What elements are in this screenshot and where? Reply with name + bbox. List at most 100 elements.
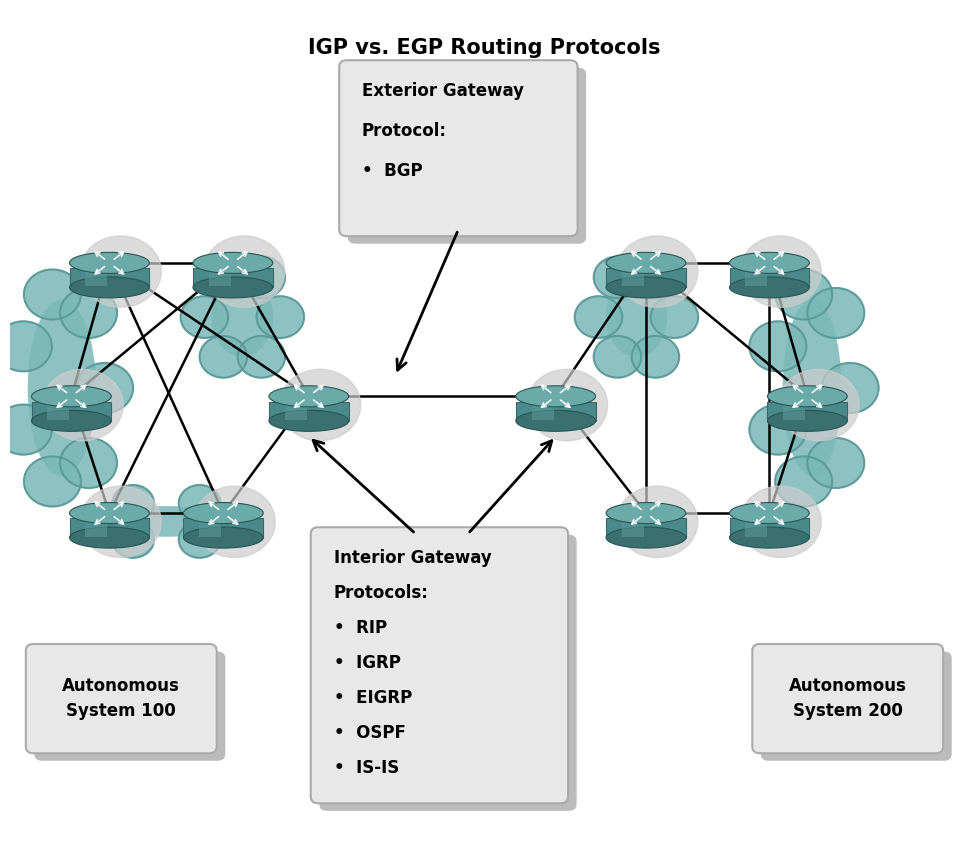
FancyBboxPatch shape bbox=[269, 402, 349, 421]
Ellipse shape bbox=[32, 410, 111, 431]
Circle shape bbox=[194, 486, 275, 557]
Ellipse shape bbox=[730, 253, 809, 273]
FancyBboxPatch shape bbox=[32, 402, 111, 421]
Ellipse shape bbox=[516, 410, 596, 431]
FancyBboxPatch shape bbox=[622, 270, 644, 286]
Circle shape bbox=[632, 336, 679, 378]
Circle shape bbox=[79, 486, 161, 557]
Ellipse shape bbox=[211, 277, 273, 357]
Text: Protocol:: Protocol: bbox=[362, 122, 447, 140]
Text: •  IS-IS: • IS-IS bbox=[333, 759, 399, 777]
Circle shape bbox=[60, 438, 117, 488]
Circle shape bbox=[79, 236, 161, 307]
Text: •  IGRP: • IGRP bbox=[333, 654, 400, 672]
Circle shape bbox=[526, 369, 608, 441]
Ellipse shape bbox=[767, 410, 847, 431]
Ellipse shape bbox=[70, 527, 149, 548]
Circle shape bbox=[200, 256, 247, 298]
Ellipse shape bbox=[783, 300, 841, 477]
FancyBboxPatch shape bbox=[622, 520, 644, 536]
Circle shape bbox=[112, 521, 154, 557]
FancyBboxPatch shape bbox=[348, 68, 586, 243]
Circle shape bbox=[0, 322, 52, 371]
Circle shape bbox=[651, 296, 698, 338]
Circle shape bbox=[200, 336, 247, 378]
Text: IGP vs. EGP Routing Protocols: IGP vs. EGP Routing Protocols bbox=[308, 37, 661, 58]
FancyBboxPatch shape bbox=[745, 270, 767, 286]
Ellipse shape bbox=[107, 506, 227, 537]
Text: •  OSPF: • OSPF bbox=[333, 724, 405, 742]
Ellipse shape bbox=[730, 527, 809, 548]
Ellipse shape bbox=[193, 253, 272, 273]
Ellipse shape bbox=[183, 503, 264, 523]
Ellipse shape bbox=[606, 503, 686, 523]
FancyBboxPatch shape bbox=[47, 403, 70, 420]
FancyBboxPatch shape bbox=[285, 403, 307, 420]
Ellipse shape bbox=[730, 503, 809, 523]
Circle shape bbox=[60, 288, 117, 338]
FancyBboxPatch shape bbox=[193, 268, 272, 288]
Circle shape bbox=[178, 485, 221, 522]
Ellipse shape bbox=[32, 386, 111, 407]
Circle shape bbox=[237, 336, 285, 378]
FancyBboxPatch shape bbox=[311, 528, 568, 803]
Ellipse shape bbox=[516, 386, 596, 407]
FancyBboxPatch shape bbox=[70, 268, 149, 288]
Circle shape bbox=[749, 322, 806, 371]
Circle shape bbox=[77, 363, 133, 413]
FancyBboxPatch shape bbox=[339, 60, 578, 237]
Circle shape bbox=[178, 521, 221, 557]
Text: •  BGP: • BGP bbox=[362, 162, 422, 180]
Ellipse shape bbox=[606, 253, 686, 273]
Circle shape bbox=[740, 486, 822, 557]
Circle shape bbox=[632, 256, 679, 298]
FancyBboxPatch shape bbox=[745, 520, 767, 536]
FancyBboxPatch shape bbox=[183, 518, 264, 538]
FancyBboxPatch shape bbox=[784, 403, 805, 420]
Ellipse shape bbox=[606, 277, 668, 357]
FancyBboxPatch shape bbox=[516, 402, 596, 421]
FancyBboxPatch shape bbox=[752, 644, 943, 753]
Circle shape bbox=[740, 236, 822, 307]
FancyBboxPatch shape bbox=[767, 402, 847, 421]
Circle shape bbox=[237, 256, 285, 298]
Circle shape bbox=[807, 438, 864, 488]
Ellipse shape bbox=[606, 277, 686, 298]
Circle shape bbox=[807, 288, 864, 338]
Ellipse shape bbox=[183, 527, 264, 548]
Circle shape bbox=[257, 296, 304, 338]
Ellipse shape bbox=[606, 527, 686, 548]
Circle shape bbox=[778, 369, 860, 441]
Circle shape bbox=[575, 296, 622, 338]
Circle shape bbox=[775, 270, 832, 319]
Ellipse shape bbox=[28, 300, 96, 477]
FancyBboxPatch shape bbox=[606, 268, 686, 288]
FancyBboxPatch shape bbox=[319, 534, 577, 811]
Circle shape bbox=[594, 336, 641, 378]
Text: Protocols:: Protocols: bbox=[333, 584, 428, 602]
Ellipse shape bbox=[767, 386, 847, 407]
FancyBboxPatch shape bbox=[26, 644, 217, 753]
Circle shape bbox=[212, 503, 254, 540]
Circle shape bbox=[594, 256, 641, 298]
Text: Exterior Gateway: Exterior Gateway bbox=[362, 82, 524, 100]
FancyBboxPatch shape bbox=[532, 403, 553, 420]
FancyBboxPatch shape bbox=[85, 270, 108, 286]
FancyBboxPatch shape bbox=[730, 518, 809, 538]
Circle shape bbox=[24, 456, 80, 506]
FancyBboxPatch shape bbox=[209, 270, 231, 286]
Ellipse shape bbox=[269, 386, 349, 407]
FancyBboxPatch shape bbox=[85, 520, 108, 536]
FancyBboxPatch shape bbox=[34, 652, 225, 761]
Ellipse shape bbox=[730, 277, 809, 298]
Circle shape bbox=[616, 236, 698, 307]
Text: Autonomous
System 100: Autonomous System 100 bbox=[62, 677, 180, 720]
Ellipse shape bbox=[70, 253, 149, 273]
Circle shape bbox=[279, 369, 360, 441]
FancyBboxPatch shape bbox=[761, 652, 952, 761]
FancyBboxPatch shape bbox=[200, 520, 221, 536]
Circle shape bbox=[203, 236, 285, 307]
Ellipse shape bbox=[70, 503, 149, 523]
FancyBboxPatch shape bbox=[730, 268, 809, 288]
Circle shape bbox=[0, 404, 52, 454]
